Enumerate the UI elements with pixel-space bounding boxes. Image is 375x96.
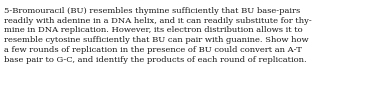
Text: 5-Bromouracil (BU) resembles thymine sufficiently that BU base-pairs
readily wit: 5-Bromouracil (BU) resembles thymine suf… xyxy=(4,7,312,64)
